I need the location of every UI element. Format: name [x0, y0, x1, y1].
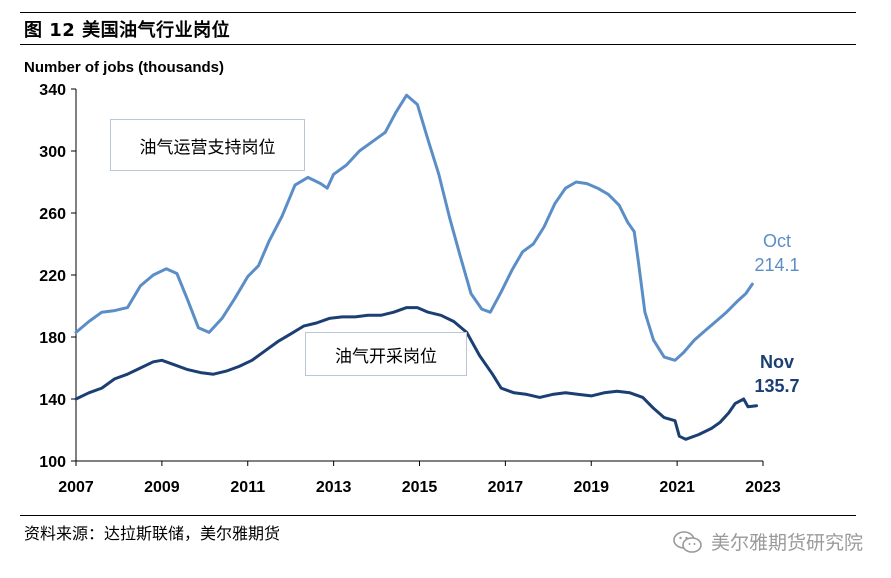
top-rule: [20, 12, 856, 13]
y-tick-label: 340: [39, 82, 66, 99]
watermark-text: 美尔雅期货研究院: [710, 532, 863, 554]
x-tick-label: 2015: [402, 479, 438, 496]
y-tick-label: 260: [39, 206, 66, 223]
series-line-support: [74, 93, 754, 362]
y-tick-label: 140: [39, 392, 66, 409]
end-label-extraction-month: Nov: [759, 352, 794, 372]
y-tick-label: 100: [39, 454, 66, 471]
watermark: 美尔雅期货研究院: [673, 528, 863, 555]
x-tick-label: 2019: [573, 479, 609, 496]
end-label-support-month: Oct: [762, 231, 791, 251]
legend-label-support: 油气运营支持岗位: [139, 137, 276, 158]
x-tick-label: 2021: [659, 479, 695, 496]
y-tick-label: 180: [39, 330, 66, 347]
wechat-icon: [673, 530, 702, 553]
series-line-extraction: [74, 306, 759, 441]
y-tick-label: 220: [39, 268, 66, 285]
legend-box-extraction: 油气开采岗位: [305, 332, 467, 376]
x-tick-label: 2011: [230, 479, 265, 496]
source-note: 资料来源：达拉斯联储，美尔雅期货: [24, 524, 281, 543]
y-tick-label: 300: [39, 144, 66, 161]
figure-title: 图 12 美国油气行业岗位: [24, 20, 231, 41]
end-label-support-value: 214.1: [754, 255, 800, 275]
legend-label-extraction: 油气开采岗位: [335, 346, 437, 367]
x-tick-label: 2017: [488, 479, 524, 496]
x-tick-label: 2013: [316, 479, 352, 496]
source-rule: [20, 515, 856, 516]
end-label-support: Oct 214.1: [747, 229, 807, 277]
x-tick-label: 2023: [745, 479, 781, 496]
y-axis-title: Number of jobs (thousands): [24, 59, 224, 76]
line-chart: 100 140 180 220 260 300 340 2007 2009 2011 2013 201…: [39, 82, 781, 496]
end-label-extraction: Nov 135.7: [747, 350, 807, 398]
legend-box-support: 油气运营支持岗位: [110, 119, 305, 171]
x-tick-label: 2007: [58, 479, 94, 496]
end-label-extraction-value: 135.7: [754, 376, 800, 396]
title-rule: [20, 44, 856, 45]
x-tick-label: 2009: [144, 479, 180, 496]
